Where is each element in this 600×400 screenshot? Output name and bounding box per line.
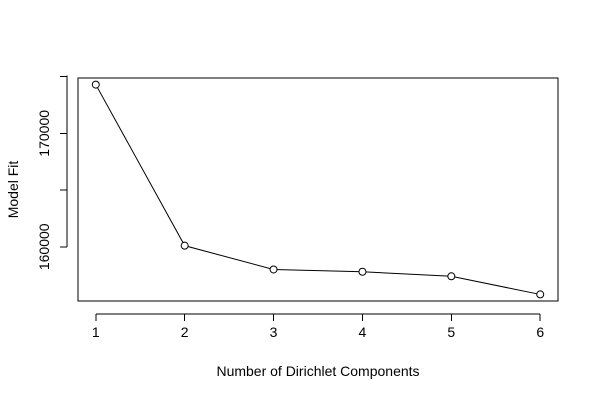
x-tick-label-3: 3 bbox=[270, 324, 278, 340]
x-tick-label-1: 1 bbox=[92, 324, 100, 340]
series-layer bbox=[91, 80, 545, 299]
x-tick-label-4: 4 bbox=[359, 324, 367, 340]
x-tick-label-6: 6 bbox=[536, 324, 544, 340]
data-point-5 bbox=[447, 272, 456, 281]
y-tick-label-2: 170000 bbox=[36, 110, 52, 157]
data-point-3 bbox=[269, 265, 278, 274]
data-point-2 bbox=[180, 241, 189, 250]
y-axis-label: Model Fit bbox=[5, 161, 21, 219]
plot-area bbox=[77, 77, 559, 302]
axes: 1 2 3 4 5 6 160000 170000 bbox=[36, 75, 544, 340]
y-tick-label-1: 160000 bbox=[36, 223, 52, 270]
data-point-6 bbox=[536, 290, 545, 299]
x-tick-label-2: 2 bbox=[181, 324, 189, 340]
series-line bbox=[95, 84, 541, 295]
x-tick-label-5: 5 bbox=[447, 324, 455, 340]
data-point-1 bbox=[91, 80, 100, 89]
x-axis-label: Number of Dirichlet Components bbox=[216, 363, 419, 379]
plot-frame bbox=[77, 77, 559, 302]
data-point-4 bbox=[358, 267, 367, 276]
